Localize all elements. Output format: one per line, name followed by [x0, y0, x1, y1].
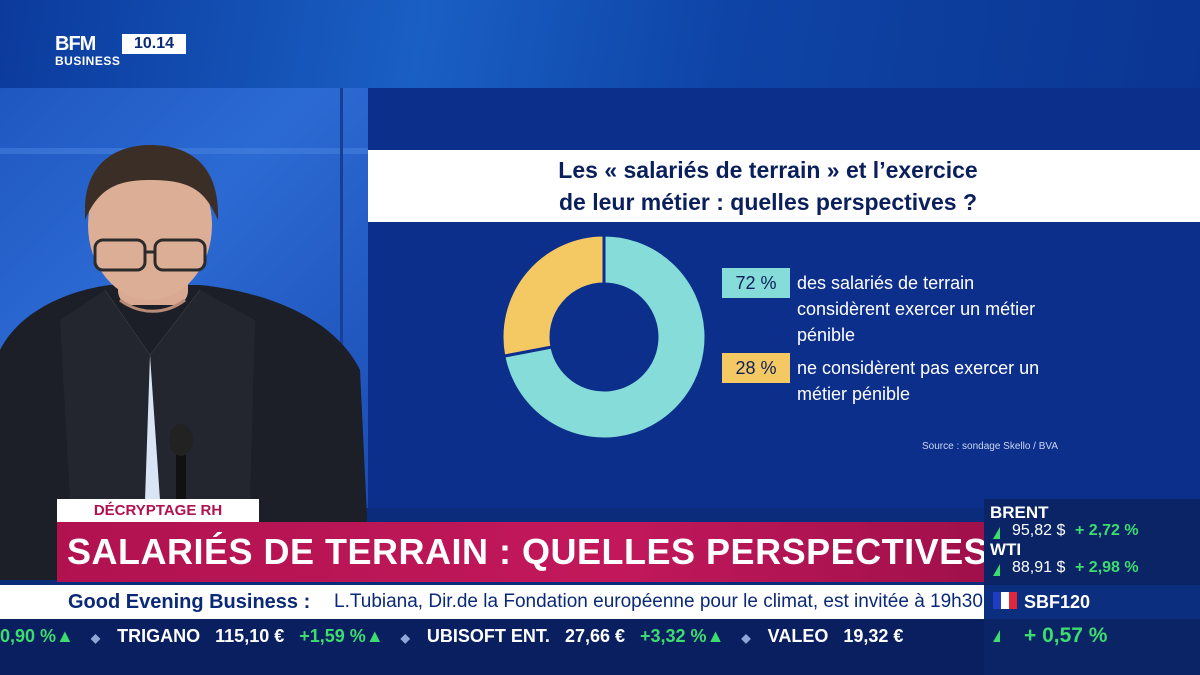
presenter-figure	[0, 145, 370, 580]
donut-slice-28	[500, 233, 606, 358]
index-name: SBF120	[1024, 592, 1091, 612]
legend-72-line2: considèrent exercer un métier	[797, 299, 1036, 319]
separator-icon: ◆	[741, 631, 751, 645]
legend-28-line1: ne considèrent pas exercer un	[797, 358, 1040, 378]
stock-price: 27,66 €	[564, 626, 625, 646]
legend-badge-72: 72 %	[722, 268, 790, 298]
brent-label: BRENT	[990, 503, 1049, 522]
stock-name: VALEO	[767, 626, 829, 646]
up-arrow-icon	[993, 527, 1000, 539]
chart-title-line1: Les « salariés de terrain » et l’exercic…	[558, 157, 978, 183]
legend-badge-28: 28 %	[722, 353, 790, 383]
legend-text-72: des salariés de terrain considèrent exer…	[797, 270, 1097, 348]
news-ticker-bar	[0, 585, 984, 619]
stock-price: 19,32 €	[843, 626, 904, 646]
headline: SALARIÉS DE TERRAIN : QUELLES PERSPECTIV…	[67, 531, 1022, 572]
chart-source: Source : sondage Skello / BVA	[922, 441, 1059, 452]
up-arrow-icon: ▲	[365, 626, 384, 646]
french-flag-icon	[993, 592, 1017, 609]
legend-72-line1: des salariés de terrain	[797, 273, 975, 293]
channel-logo: BFM BUSINESS	[55, 33, 121, 76]
headline-bar	[57, 522, 984, 582]
chart-title-line2: de leur métier : quelles perspectives ?	[559, 189, 977, 215]
logo-line1: BFM	[55, 33, 96, 55]
wti-price: 88,91 $	[1012, 559, 1066, 576]
stock-name: TRIGANO	[117, 626, 201, 646]
stock-ticker: 0,90 %▲ ◆ TRIGANO 115,10 € +1,59 %▲ ◆ UB…	[0, 624, 984, 648]
up-arrow-icon	[993, 564, 1000, 576]
stock-change: 0,90 %	[0, 626, 57, 646]
stock-price: 115,10 €	[215, 626, 285, 646]
logo-line2: BUSINESS	[55, 54, 121, 68]
chart-title-banner: Les « salariés de terrain » et l’exercic…	[368, 150, 1200, 222]
segment-kicker: DÉCRYPTAGE RH	[57, 499, 259, 522]
separator-icon: ◆	[90, 631, 101, 645]
separator-icon: ◆	[400, 631, 410, 645]
legend-28-line2: métier pénible	[797, 384, 911, 404]
ticker-show-name: Good Evening Business :	[68, 591, 311, 613]
wti-change: + 2,98 %	[1075, 559, 1139, 576]
legend-72-line3: pénible	[797, 325, 856, 345]
up-arrow-icon: ▲	[56, 626, 74, 646]
ticker-message: L.Tubiana, Dir.de la Fondation européenn…	[334, 591, 1034, 612]
up-arrow-icon	[993, 630, 1000, 642]
stock-ticker-bar	[0, 619, 984, 675]
brent-price: 95,82 $	[1012, 522, 1066, 539]
donut-chart	[500, 233, 708, 441]
legend-text-28: ne considèrent pas exercer un métier pén…	[797, 355, 1097, 407]
donut-slice-72	[502, 233, 708, 441]
wti-label: WTI	[990, 540, 1022, 559]
up-arrow-icon: ▲	[706, 626, 725, 646]
brent-change: + 2,72 %	[1075, 522, 1139, 539]
on-air-clock: 10.14	[122, 34, 186, 54]
index-box	[984, 585, 1200, 619]
stock-change: +3,32 %	[640, 626, 707, 646]
stock-change: +1,59 %	[299, 626, 366, 646]
index-change: + 0,57 %	[1024, 624, 1108, 647]
stock-name: UBISOFT ENT.	[426, 626, 550, 646]
